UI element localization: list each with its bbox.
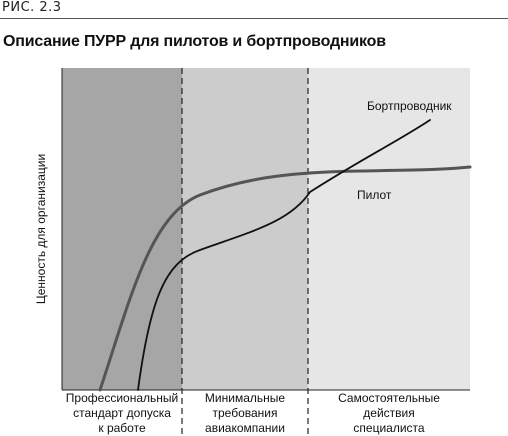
zone-3-label-line-3: специалиста xyxy=(353,421,424,435)
flight-attendant-label: Бортпроводник xyxy=(367,99,452,113)
zone-2-label-line-1: Минимальные xyxy=(205,391,285,405)
top-rule xyxy=(0,18,508,19)
zone-1-background xyxy=(62,68,182,390)
flight-attendant-curve xyxy=(137,119,431,391)
y-axis-label: Ценность для организации xyxy=(34,154,48,304)
pilot-curve xyxy=(98,165,472,392)
zone-1-label-line-1: Профессиональный xyxy=(66,391,178,405)
zone-2-label-line-3: авиакомпании xyxy=(205,421,285,435)
zone-3-background xyxy=(308,68,470,390)
zone-3-label-line-1: Самостоятельные xyxy=(338,391,440,405)
diagram-title: Описание ПУРР для пилотов и бортпроводни… xyxy=(3,33,386,50)
zone-2-background xyxy=(182,68,308,390)
figure-label: РИС. 2.3 xyxy=(2,0,62,15)
zone-2-label-line-2: требования xyxy=(213,406,278,420)
pilot-label: Пилот xyxy=(357,188,392,202)
zone-1-label-line-3: к работе xyxy=(98,421,146,435)
zone-3-label-line-2: действия xyxy=(363,406,414,420)
zone-1-label-line-2: стандарт допуска xyxy=(73,406,171,420)
